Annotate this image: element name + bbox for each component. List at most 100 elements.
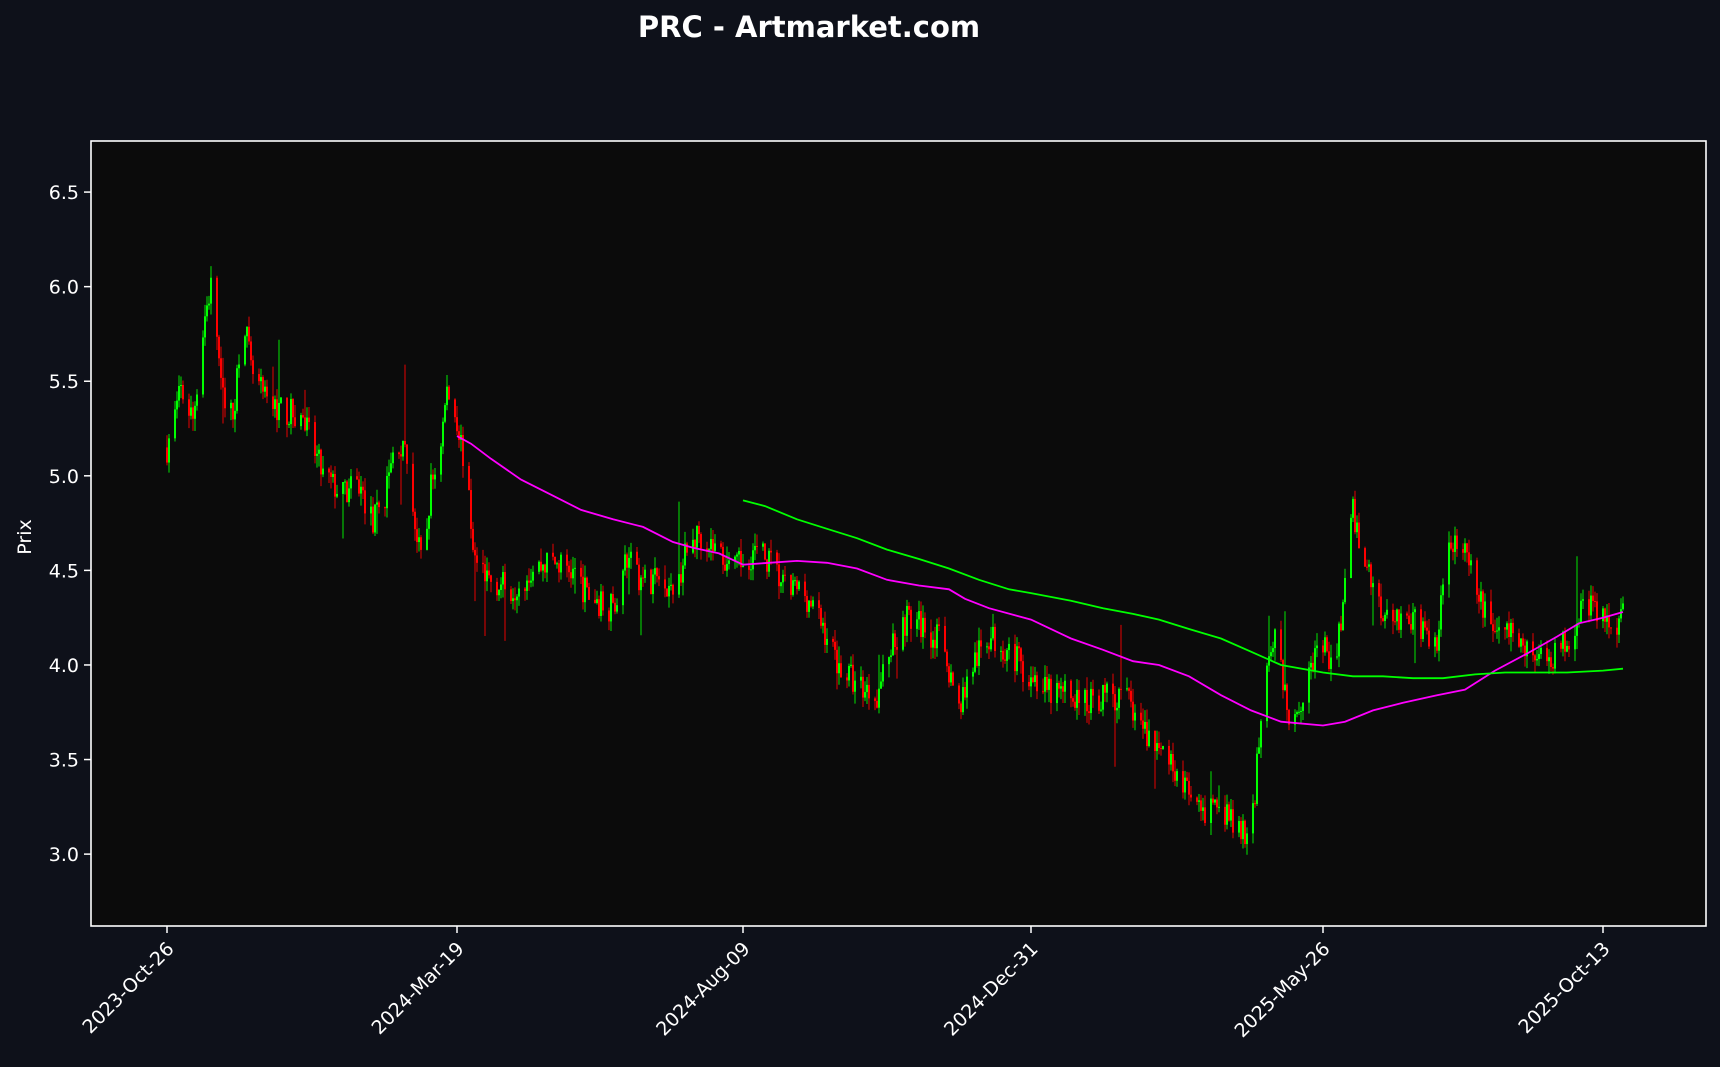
candle-body (178, 386, 180, 401)
chart-title: PRC - Artmarket.com (638, 10, 980, 44)
candle-body (1000, 650, 1002, 652)
candle-body (220, 358, 222, 378)
candle-body (622, 570, 624, 606)
candle-body (308, 417, 310, 423)
candle-body (180, 384, 182, 387)
candle-body (728, 560, 730, 564)
candle-body (496, 581, 498, 596)
candle-body (742, 565, 744, 568)
plot-area (91, 141, 1706, 926)
candle-body (402, 440, 404, 457)
candle-body (1044, 676, 1046, 692)
candle-body (1428, 630, 1430, 647)
candle-body (598, 599, 600, 616)
candle-body (608, 610, 610, 622)
candle-body (1282, 659, 1284, 691)
candle-body (1048, 678, 1050, 690)
candle-body (1338, 623, 1340, 657)
candle-body (1566, 645, 1568, 652)
candle-body (502, 572, 504, 585)
candle-body (1288, 709, 1290, 725)
candle-body (1032, 677, 1034, 683)
candle-body (1198, 800, 1200, 802)
candle-body (790, 574, 792, 595)
candle-body (736, 554, 738, 557)
candle-body (1302, 702, 1304, 711)
candle-body (1112, 683, 1114, 695)
candle-body (1490, 601, 1492, 625)
candle-body (1560, 642, 1562, 649)
y-tick-label: 6.0 (49, 277, 79, 299)
candle-body (972, 671, 974, 677)
candle-body (356, 476, 358, 480)
candle-body (1588, 599, 1590, 616)
candle-body (1564, 631, 1566, 652)
candle-body (700, 534, 702, 549)
y-axis: 3.0 3.5 4.0 4.5 5.0 5.5 6.0 6.5 (49, 182, 91, 866)
candle-body (1336, 656, 1338, 658)
candle-body (1482, 591, 1484, 618)
candle-body (490, 575, 492, 582)
candle-body (664, 579, 666, 589)
candle-body (1352, 498, 1354, 518)
candle-body (294, 417, 296, 427)
candle-body (834, 641, 836, 650)
candle-body (740, 550, 742, 568)
candle-body (1450, 542, 1452, 549)
y-tick-label: 3.0 (49, 844, 79, 866)
candle-body (1440, 595, 1442, 630)
candle-body (350, 476, 352, 489)
candle-body (1550, 657, 1552, 668)
candle-body (1456, 535, 1458, 550)
candle-body (796, 580, 798, 590)
candle-body (880, 681, 882, 689)
candle-body (524, 588, 526, 591)
candle-body (274, 399, 276, 410)
candle-body (320, 449, 322, 475)
candle-body (1408, 615, 1410, 625)
candle-body (806, 595, 808, 612)
candle-body (458, 431, 460, 440)
candle-body (470, 490, 472, 529)
candle-body (1422, 621, 1424, 640)
candle-body (860, 676, 862, 681)
candle-body (1594, 601, 1596, 603)
candle-body (938, 624, 940, 626)
candle-body (1378, 583, 1380, 597)
candle-body (902, 617, 904, 650)
candle-body (636, 551, 638, 565)
candle-body (1538, 654, 1540, 659)
candle-body (300, 415, 302, 427)
candle-body (776, 552, 778, 565)
candle-body (342, 481, 344, 494)
candle-body (428, 515, 430, 529)
candle-body (826, 638, 828, 645)
candle-body (684, 543, 686, 566)
candle-body (1370, 564, 1372, 588)
candle-body (1228, 804, 1230, 821)
candle-body (1350, 517, 1352, 578)
candle-body (1342, 602, 1344, 631)
candle-body (378, 502, 380, 508)
candle-body (1274, 629, 1276, 649)
candle-body (190, 407, 192, 416)
candle-body (1216, 799, 1218, 808)
candle-body (1050, 678, 1052, 704)
candle-body (540, 561, 542, 571)
candle-body (1286, 684, 1288, 710)
candle-body (1398, 609, 1400, 630)
candle-body (1224, 806, 1226, 825)
candle-body (1028, 681, 1030, 687)
candle-body (244, 336, 246, 365)
candle-body (420, 537, 422, 550)
candle-body (934, 639, 936, 649)
candle-body (414, 511, 416, 530)
candle-body (388, 472, 390, 476)
candle-body (216, 277, 218, 337)
candle-body (1284, 684, 1286, 691)
candle-body (462, 435, 464, 467)
candle-body (1004, 659, 1006, 661)
candle-body (1340, 623, 1342, 631)
candle-body (1386, 609, 1388, 615)
candle-body (188, 399, 190, 416)
